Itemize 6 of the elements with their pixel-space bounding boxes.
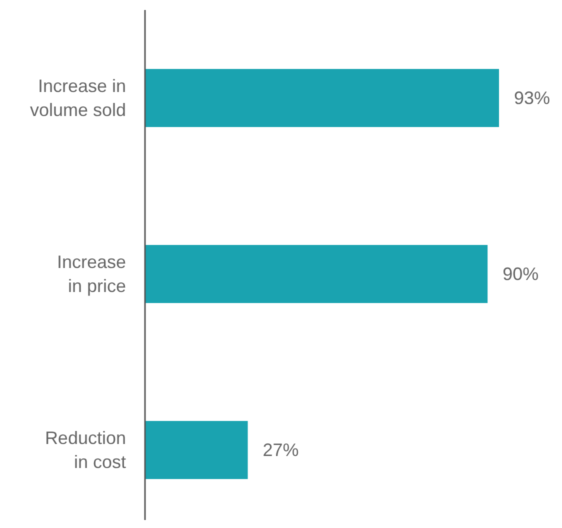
y-tick-label: Reduction in cost [44,428,126,472]
y-tick-label: Increase in price [56,252,126,296]
data-label: 93% [514,88,550,108]
data-label: 27% [262,440,299,460]
data-label: 90% [502,264,539,284]
y-tick-label: Increase in volume sold [30,76,126,120]
